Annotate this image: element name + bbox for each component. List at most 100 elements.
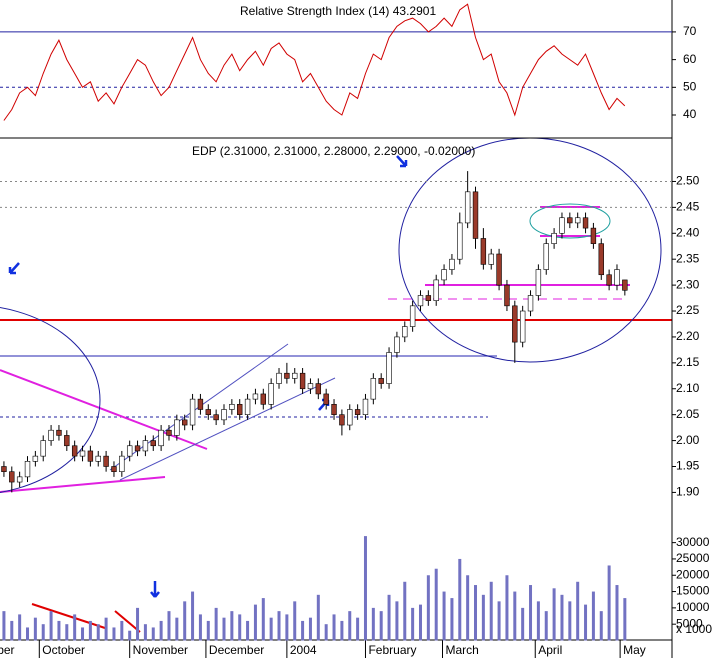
candle-body <box>284 372 290 379</box>
candle-body <box>386 352 392 384</box>
x-tick-label: November <box>133 643 188 657</box>
volume-bar <box>536 601 540 641</box>
volume-bar <box>128 630 132 641</box>
annotations <box>0 137 672 633</box>
candle-body <box>142 440 149 452</box>
volume-bar <box>418 604 422 641</box>
volume-bar <box>214 607 218 641</box>
arrow <box>150 581 160 598</box>
volume-bar <box>206 620 210 641</box>
candle-body <box>614 269 620 286</box>
candle-body <box>1 466 7 472</box>
big-circle <box>398 137 662 363</box>
volume-bar <box>426 575 430 641</box>
candle-body <box>472 191 479 239</box>
candle-body <box>559 217 565 234</box>
volume-bar <box>159 620 163 641</box>
y-tick-label: 1.95 <box>676 459 700 473</box>
candle-body <box>519 310 526 343</box>
candle-body <box>197 398 204 410</box>
y-tick-label: 2.35 <box>676 251 700 265</box>
volume-bar <box>2 611 6 641</box>
volume-bar <box>143 624 147 641</box>
y-tick-label: 2.20 <box>676 329 700 343</box>
y-tick-label: 10000 <box>676 600 710 614</box>
y-tick-label: 2.50 <box>676 174 700 188</box>
volume-bar <box>222 617 226 641</box>
volume-bar <box>363 536 367 641</box>
candle-body <box>9 471 15 483</box>
candle-body <box>323 393 329 405</box>
top-circle <box>529 203 611 239</box>
candle-body <box>244 398 251 415</box>
volume-bar <box>529 585 533 641</box>
volume-bar <box>458 558 462 641</box>
volume-bar <box>411 607 415 641</box>
candle-body <box>433 279 439 301</box>
y-tick-label: 2.05 <box>676 407 700 421</box>
y-tick-label: 15000 <box>676 584 710 598</box>
x-tick-label: March <box>445 643 478 657</box>
volume-bar <box>301 620 305 641</box>
candle-body <box>362 398 369 415</box>
volume-bar <box>489 581 493 641</box>
candle-body <box>221 409 227 421</box>
volume-bar <box>261 598 265 641</box>
y-tick-label: 2.30 <box>676 277 700 291</box>
x-tick-label: May <box>623 643 646 657</box>
candle-body <box>48 429 54 441</box>
candle-body <box>567 217 573 224</box>
volume-bar <box>623 598 627 641</box>
x-tick-label: February <box>368 643 416 657</box>
candle-body <box>409 305 416 327</box>
volume-bar <box>120 620 124 641</box>
candle-body <box>574 217 581 224</box>
candle-body <box>354 409 361 415</box>
y-tick-label: 20000 <box>676 567 710 581</box>
volume-trend <box>31 603 106 629</box>
candle-body <box>582 217 589 229</box>
volume-bar <box>481 594 485 641</box>
candle-body <box>158 429 164 447</box>
volume-bar <box>599 611 603 641</box>
candle-body <box>32 455 39 462</box>
volume-bar <box>544 611 548 641</box>
y-tick-label: 50 <box>683 79 697 93</box>
volume-bar <box>81 627 85 641</box>
arrow <box>396 155 408 168</box>
candle-body <box>457 222 463 260</box>
volume-bar <box>403 581 407 641</box>
volume-bar <box>253 604 257 641</box>
volume-bar <box>466 575 470 641</box>
candle-body <box>229 404 235 410</box>
candle-body <box>496 253 502 286</box>
volume-bar <box>10 620 14 641</box>
triangle-upper <box>0 369 208 450</box>
candle-body <box>56 429 62 436</box>
candle-body <box>24 461 31 478</box>
candle-body <box>464 191 471 224</box>
volume-bar <box>230 611 234 641</box>
candle-body <box>292 372 298 379</box>
channel-lower <box>119 377 336 481</box>
x-tick-label: December <box>209 643 264 657</box>
volume-bar <box>183 601 187 641</box>
candle-body <box>590 227 597 244</box>
candle-body <box>268 383 274 405</box>
volume-bar <box>371 607 375 641</box>
candle-body <box>307 383 314 390</box>
y-tick-label: 2.40 <box>676 225 700 239</box>
volume-bar <box>167 611 171 641</box>
volume-bar <box>293 601 297 641</box>
triangle-lower <box>0 476 166 493</box>
candle-body <box>111 466 117 472</box>
volume-bar <box>191 591 195 641</box>
volume-bar <box>591 591 595 641</box>
candle-body <box>79 450 86 457</box>
candle-body <box>402 326 408 338</box>
candle-body <box>182 419 188 426</box>
y-tick-label: 2.10 <box>676 381 700 395</box>
candle-body <box>16 476 23 483</box>
volume-bar <box>277 611 281 641</box>
